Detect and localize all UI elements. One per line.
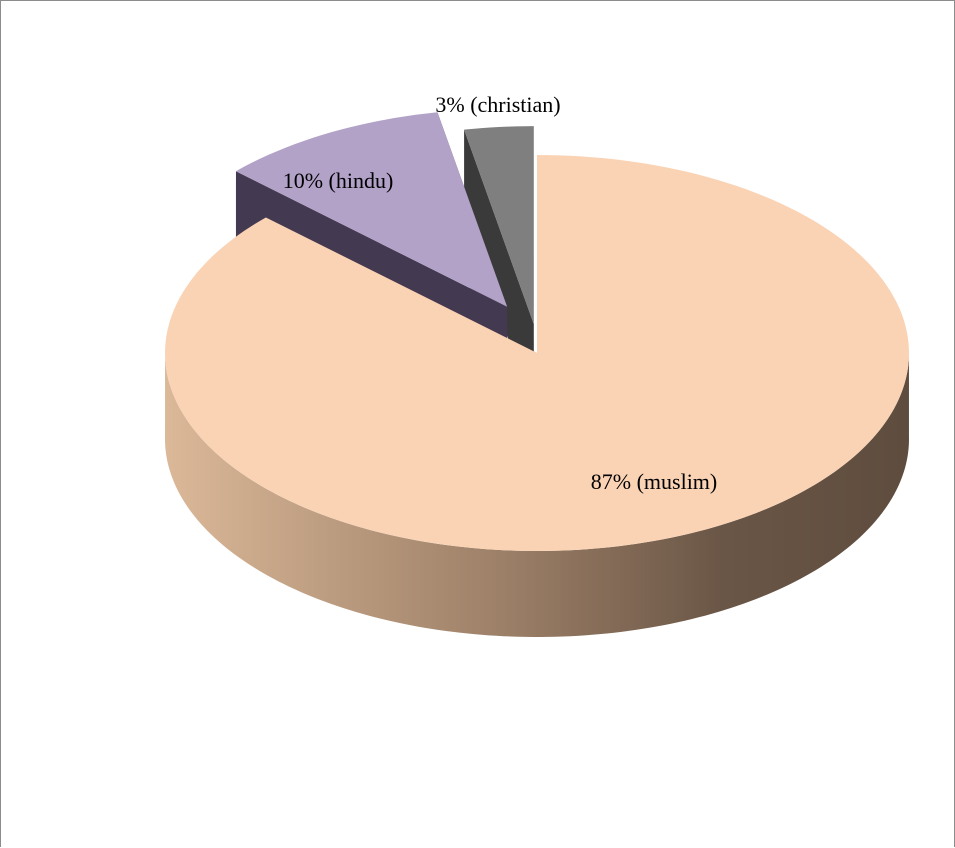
slice-muslim: [165, 155, 909, 637]
data-label-muslim: 87% (muslim): [591, 469, 718, 494]
data-label-hindu: 10% (hindu): [283, 168, 394, 193]
slice-muslim-top: [165, 155, 909, 551]
data-label-christian: 3% (christian): [435, 92, 560, 117]
slice-muslim-side: [165, 349, 909, 637]
slice-christian-top: [464, 126, 534, 325]
slice-hindu-top: [235, 112, 508, 307]
slice-christian: [464, 126, 534, 411]
slice-christian-wall-0: [464, 129, 534, 411]
